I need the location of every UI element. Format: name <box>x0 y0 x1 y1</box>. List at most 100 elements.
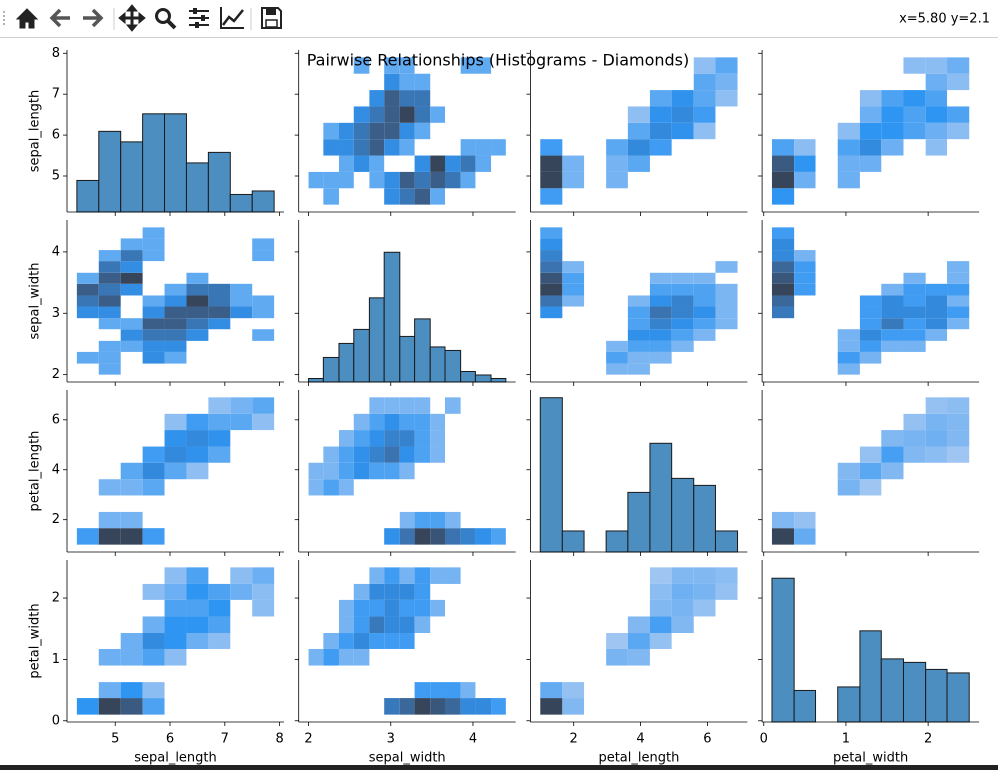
hist2d-cell <box>838 430 860 446</box>
hist2d-cell <box>186 227 208 238</box>
x-tick-label: 2 <box>304 732 312 747</box>
hist2d-cell <box>606 250 628 261</box>
hist2d-cell <box>252 273 274 284</box>
hist2d-cell <box>794 74 815 90</box>
hist2d-cell <box>606 329 628 341</box>
hist2d-cell <box>881 446 904 463</box>
configure-button[interactable] <box>189 8 209 28</box>
hist2d-cell <box>430 446 446 463</box>
hist2d-cell <box>369 397 385 414</box>
hist2d-cell <box>562 123 584 139</box>
hist2d-cell <box>881 364 903 375</box>
hist2d-cell <box>860 172 881 188</box>
y-axis-label: sepal_length <box>28 90 43 173</box>
x-tick-label: 4 <box>636 732 644 747</box>
hist2d-cell <box>771 139 795 156</box>
home-button[interactable] <box>15 8 39 29</box>
hist2d-cell <box>606 238 628 250</box>
forward-button[interactable] <box>83 8 104 28</box>
hist2d-cell <box>323 139 339 156</box>
hist2d-cell <box>208 479 230 495</box>
back-button[interactable] <box>49 8 70 28</box>
hist2d-cell <box>816 414 838 430</box>
hist2d-cell <box>694 238 716 250</box>
histogram-bar <box>251 190 275 213</box>
hist2d-cell <box>430 463 445 479</box>
hist2d-cell <box>584 682 606 698</box>
hist2d-cell <box>445 155 461 172</box>
hist2d-cell <box>142 446 165 463</box>
hist2d-cell <box>308 479 324 496</box>
histogram-bar <box>338 342 355 383</box>
hist2d-cell <box>816 528 838 544</box>
hist2d-cell <box>816 172 838 188</box>
hist2d-cell <box>794 397 815 413</box>
hist2d-cell <box>399 188 415 205</box>
hist2d-cell <box>627 306 650 319</box>
hist2d-cell <box>694 172 716 188</box>
hist2d-cell <box>540 352 562 364</box>
hist2d-cell <box>399 462 415 480</box>
hist2d-cell <box>354 495 370 511</box>
y-tick-label: 6 <box>52 128 60 143</box>
hist2d-cell <box>606 123 628 139</box>
hist2d-cell <box>947 512 969 528</box>
edit-axes-button[interactable] <box>220 7 244 29</box>
zoom-button[interactable] <box>155 8 177 30</box>
hist2d-cell <box>694 364 716 375</box>
hist2d-cell <box>369 567 385 584</box>
hist2d-cell <box>252 479 274 495</box>
hist2d-cell <box>230 495 252 511</box>
hist2d-cell <box>399 73 415 91</box>
hist2d-cell <box>794 250 816 262</box>
hist2d-cell <box>860 74 881 90</box>
hist2d-cell <box>671 318 694 330</box>
hist2d-cell <box>98 698 121 715</box>
save-button[interactable] <box>261 7 282 29</box>
hist2d-cell <box>414 106 431 123</box>
y-tick-label: 5 <box>52 169 60 184</box>
hist2d-cell <box>475 397 491 413</box>
hist2d-cell <box>606 698 628 715</box>
hist2d-cell <box>947 188 969 204</box>
hist2d-cell <box>323 430 339 446</box>
histogram-bar <box>120 141 144 213</box>
hist2d-cell <box>649 351 672 364</box>
hist2d-cell <box>99 584 121 600</box>
hist2d-cell <box>461 414 476 430</box>
hist2d-cell <box>186 295 209 307</box>
hist2d-cell <box>540 283 563 296</box>
hist2d-cell <box>838 528 860 544</box>
hist2d-cell <box>816 463 838 479</box>
hist2d-cell <box>650 666 672 683</box>
hist2d-cell <box>837 363 860 375</box>
hist2d-cell <box>120 462 143 480</box>
hist2d-cell <box>672 156 694 172</box>
hist2d-cell <box>926 495 947 511</box>
hist2d-cell <box>143 414 165 430</box>
hist2d-cell <box>903 74 925 90</box>
hist2d-cell <box>628 90 650 106</box>
hist2d-cell <box>208 446 231 463</box>
hist2d-cell <box>584 633 606 649</box>
hist2d-cell <box>694 261 716 273</box>
hist2d-cell <box>230 295 253 307</box>
hist2d-cell <box>947 57 970 74</box>
pan-button[interactable] <box>118 4 146 32</box>
y-axis-label: sepal_width <box>28 263 43 340</box>
hist2d-cell <box>339 512 354 528</box>
hist2d-cell <box>562 171 585 189</box>
hist2d-cell <box>208 583 231 600</box>
hist2d-cell <box>671 106 694 123</box>
hist2d-cell <box>649 90 672 107</box>
hist2d-cell <box>252 633 274 649</box>
hist2d-cell <box>121 295 143 306</box>
hist2d-cell <box>816 352 838 364</box>
hist2d-cell <box>628 698 650 715</box>
hist2d-cell <box>715 341 737 352</box>
hist2d-cell <box>414 698 431 715</box>
hist2d-cell <box>672 172 694 188</box>
hist2d-cell <box>491 479 506 495</box>
hist2d-cell <box>860 512 881 528</box>
hist2d-cell <box>925 73 948 91</box>
